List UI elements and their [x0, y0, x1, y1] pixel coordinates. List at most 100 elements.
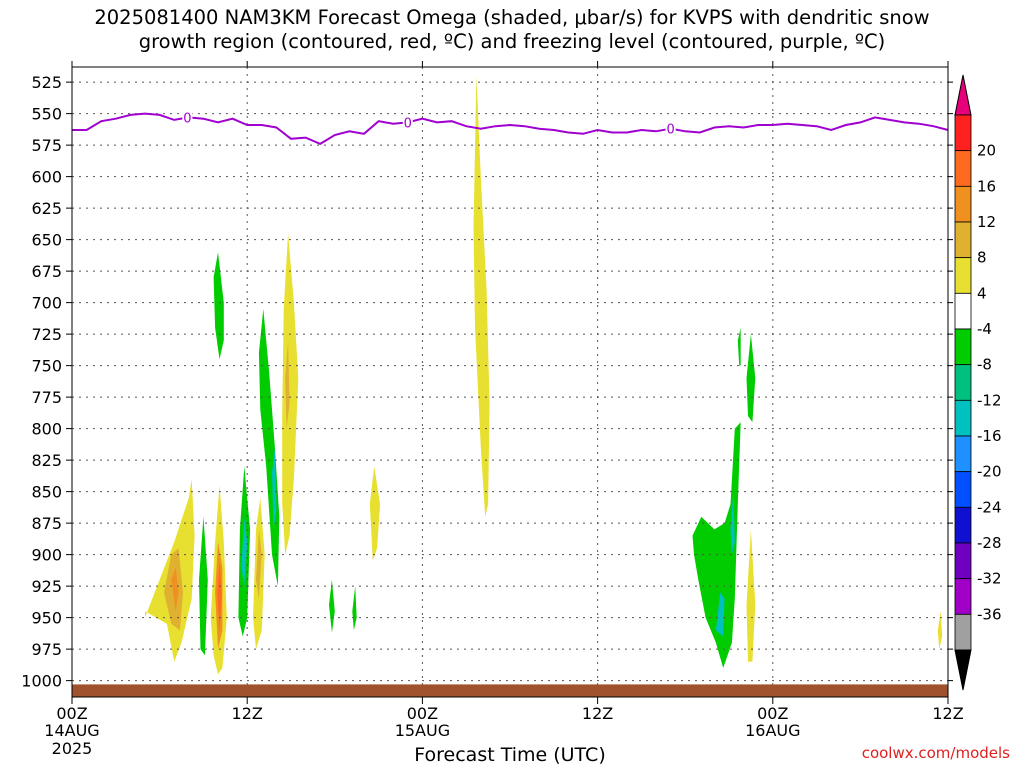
y-tick-label-625: 625: [31, 199, 62, 218]
colorbar-top-arrow: [954, 74, 972, 116]
x-axis-label: Forecast Time (UTC): [414, 744, 606, 766]
freezing-label-bg-0: [182, 110, 193, 125]
pressure-axis: 525 550 575 600 625 650 675 700 725 750 775 800 825 8…: [21, 73, 953, 691]
omega-area-18: [369, 466, 381, 561]
omega-area-13: [272, 447, 277, 530]
freezing-level-label-0: 0: [183, 111, 191, 126]
omega-area-9: [241, 516, 248, 587]
y-tick-label-1000: 1000: [21, 672, 62, 691]
x-year-label-0: 2025: [52, 739, 93, 758]
omega-area-24: [746, 334, 756, 423]
omega-area-7: [217, 560, 222, 631]
freezing-level-label-1: 0: [404, 116, 412, 131]
chart-title: 2025081400 NAM3KM Forecast Omega (shaded…: [0, 6, 1024, 54]
colorbar-swatch-9: [954, 435, 972, 473]
y-tick-label-900: 900: [31, 546, 62, 565]
omega-area-15: [285, 340, 290, 429]
omega-area-20: [692, 422, 741, 668]
omega-area-2: [171, 567, 179, 612]
y-tick-label-950: 950: [31, 609, 62, 628]
x-tick-label-60: 12Z: [932, 704, 963, 723]
y-tick-label-675: 675: [31, 262, 62, 281]
y-tick-label-825: 825: [31, 451, 62, 470]
x-tick-label-24: 00Z: [407, 704, 438, 723]
x-tick-label-36: 12Z: [582, 704, 613, 723]
omega-area-17: [352, 586, 357, 631]
omega-area-22: [730, 491, 735, 555]
x-date-label-48: 16AUG: [745, 721, 800, 740]
y-tick-label-750: 750: [31, 357, 62, 376]
omega-area-16: [329, 579, 335, 633]
x-date-label-0: 14AUG: [44, 721, 99, 740]
colorbar-swatch-12: [954, 542, 972, 580]
x-tick-label-48: 00Z: [757, 704, 788, 723]
y-tick-label-775: 775: [31, 388, 62, 407]
y-tick-label-800: 800: [31, 420, 62, 439]
freezing-level-line: [72, 112, 949, 146]
y-tick-label-925: 925: [31, 577, 62, 596]
y-tick-label-700: 700: [31, 294, 62, 313]
colorbar-label-9: -20: [977, 463, 1002, 481]
omega-area-11: [256, 529, 262, 599]
colorbar-swatch-14: [954, 613, 972, 651]
x-tick-label-0: 00Z: [56, 704, 87, 723]
ground-fill: [72, 684, 948, 697]
omega-area-25: [746, 529, 756, 662]
colorbar-swatch-8: [954, 399, 972, 437]
colorbar-label-10: -24: [977, 498, 1002, 516]
plot-frame: [71, 66, 949, 698]
grid-lines: [72, 67, 948, 697]
colorbar-swatch-7: [954, 364, 972, 401]
y-tick-label-525: 525: [31, 73, 62, 92]
colorbar-swatch-6: [954, 328, 972, 366]
omega-area-26: [937, 611, 943, 650]
y-tick-label-975: 975: [31, 640, 62, 659]
colorbar-swatch-5: [954, 292, 972, 330]
freezing-level-label-2: 0: [666, 123, 674, 138]
y-tick-label-575: 575: [31, 136, 62, 155]
omega-area-4: [213, 252, 224, 360]
y-tick-label-600: 600: [31, 168, 62, 187]
colorbar-swatch-11: [954, 506, 972, 544]
colorbar-label-12: -32: [977, 570, 1002, 588]
y-tick-label-850: 850: [31, 483, 62, 502]
colorbar-label-1: 16: [977, 177, 996, 195]
y-tick-label-650: 650: [31, 231, 62, 250]
plot-border: [71, 66, 949, 698]
omega-area-21: [715, 592, 725, 637]
colorbar-label-4: 4: [977, 284, 987, 302]
x-date-label-24: 15AUG: [395, 721, 450, 740]
omega-area-23: [737, 327, 741, 366]
y-tick-label-550: 550: [31, 105, 62, 124]
omega-area-19: [473, 75, 490, 517]
colorbar-swatch-13: [954, 578, 972, 615]
colorbar-label-5: -4: [977, 320, 992, 338]
colorbar-label-0: 20: [977, 142, 996, 160]
colorbar-label-13: -36: [977, 605, 1002, 623]
y-tick-label-875: 875: [31, 514, 62, 533]
colorbar: 20 16 12 8 4 -4 -8 -12 -16 -20 -24 -28 -32 -36: [954, 74, 1002, 691]
colorbar-swatch-0: [954, 114, 972, 152]
colorbar-label-7: -12: [977, 391, 1002, 409]
colorbar-swatch-4: [954, 257, 972, 294]
colorbar-bottom-arrow: [954, 649, 972, 691]
colorbar-label-8: -16: [977, 427, 1002, 445]
freezing-label-bg-1: [402, 115, 413, 130]
colorbar-swatch-1: [954, 150, 972, 187]
omega-area-14: [282, 233, 299, 555]
freezing-level-contour: 0 0 0: [72, 110, 949, 146]
y-tick-label-725: 725: [31, 325, 62, 344]
title-line-2: growth region (contoured, red, ºC) and f…: [138, 30, 886, 53]
ground-layer: [72, 684, 948, 697]
colorbar-label-3: 8: [977, 249, 987, 267]
omega-shaded-areas: [145, 75, 943, 675]
title-line-1: 2025081400 NAM3KM Forecast Omega (shaded…: [94, 6, 930, 29]
x-tick-label-12: 12Z: [232, 704, 263, 723]
colorbar-label-11: -28: [977, 534, 1002, 552]
freezing-label-bg-2: [665, 121, 676, 136]
colorbar-swatch-2: [954, 185, 972, 223]
colorbar-label-6: -8: [977, 356, 992, 374]
colorbar-swatch-10: [954, 471, 972, 508]
